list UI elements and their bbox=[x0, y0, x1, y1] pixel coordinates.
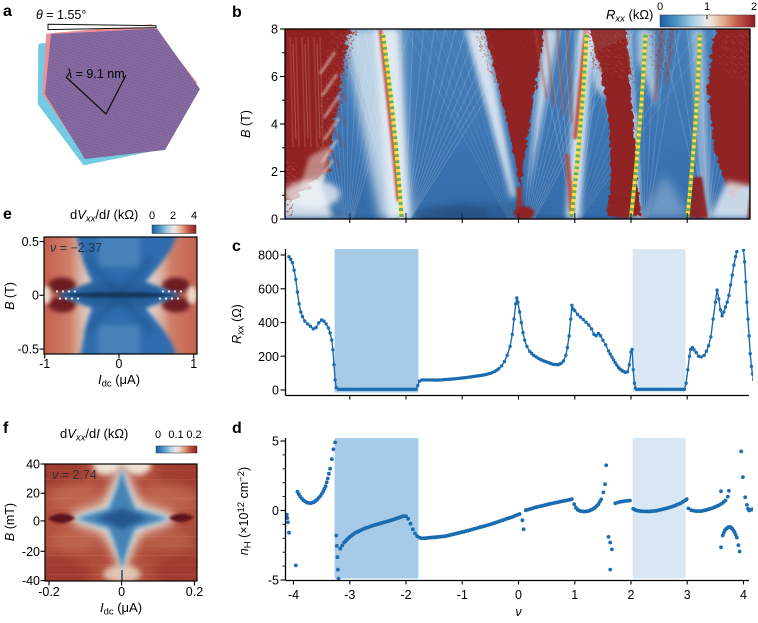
svg-text:-0.5: -0.5 bbox=[17, 343, 39, 357]
svg-text:600: 600 bbox=[258, 282, 279, 296]
svg-text:200: 200 bbox=[258, 350, 279, 364]
svg-text:0: 0 bbox=[272, 384, 279, 398]
svg-text:0: 0 bbox=[515, 588, 522, 602]
svg-text:4: 4 bbox=[740, 588, 747, 602]
svg-text:B (T): B (T) bbox=[239, 110, 253, 138]
svg-text:0: 0 bbox=[149, 210, 155, 222]
svg-text:nH (×1012 cm−2): nH (×1012 cm−2) bbox=[236, 467, 254, 555]
svg-text:4: 4 bbox=[271, 118, 278, 132]
svg-text:θ = 1.55°: θ = 1.55° bbox=[36, 8, 86, 22]
svg-text:0: 0 bbox=[155, 429, 161, 441]
svg-text:6: 6 bbox=[271, 70, 278, 84]
svg-text:1: 1 bbox=[190, 357, 197, 371]
svg-text:-40: -40 bbox=[22, 574, 40, 588]
svg-text:800: 800 bbox=[258, 249, 279, 263]
svg-text:dVxx/dI (kΩ): dVxx/dI (kΩ) bbox=[70, 207, 138, 225]
svg-text:2: 2 bbox=[170, 210, 176, 222]
svg-text:20: 20 bbox=[26, 487, 40, 501]
svg-text:2: 2 bbox=[751, 1, 757, 13]
svg-text:0: 0 bbox=[33, 514, 40, 528]
svg-text:400: 400 bbox=[258, 316, 279, 330]
svg-text:1: 1 bbox=[571, 588, 578, 602]
svg-text:1: 1 bbox=[704, 1, 710, 13]
svg-text:f: f bbox=[3, 420, 9, 437]
svg-text:40: 40 bbox=[26, 458, 40, 472]
svg-text:ν = 2.74: ν = 2.74 bbox=[52, 468, 97, 482]
svg-text:0.2: 0.2 bbox=[186, 585, 203, 599]
svg-text:8: 8 bbox=[271, 23, 278, 37]
svg-text:e: e bbox=[3, 206, 12, 223]
svg-text:0.1: 0.1 bbox=[168, 429, 183, 441]
svg-text:dVxx/dI (kΩ): dVxx/dI (kΩ) bbox=[60, 426, 128, 444]
svg-text:Rxx (Ω): Rxx (Ω) bbox=[230, 304, 247, 344]
svg-text:-20: -20 bbox=[22, 545, 40, 559]
svg-text:-3: -3 bbox=[344, 588, 355, 602]
svg-text:0: 0 bbox=[116, 357, 123, 371]
svg-text:ν: ν bbox=[515, 605, 522, 619]
svg-text:0.2: 0.2 bbox=[186, 429, 201, 441]
svg-text:b: b bbox=[232, 4, 242, 21]
svg-text:-1: -1 bbox=[457, 588, 468, 602]
svg-text:-2: -2 bbox=[400, 588, 411, 602]
svg-text:-4: -4 bbox=[288, 588, 299, 602]
svg-text:ν = −2.37: ν = −2.37 bbox=[50, 241, 102, 255]
svg-text:Idc (μA): Idc (μA) bbox=[100, 600, 142, 618]
svg-text:0: 0 bbox=[271, 213, 278, 227]
svg-text:B (T): B (T) bbox=[3, 282, 17, 310]
svg-text:2: 2 bbox=[628, 588, 635, 602]
svg-text:λ = 9.1 nm: λ = 9.1 nm bbox=[65, 67, 125, 81]
svg-text:0: 0 bbox=[118, 585, 125, 599]
svg-text:4: 4 bbox=[191, 210, 197, 222]
svg-text:0.5: 0.5 bbox=[22, 235, 39, 249]
svg-text:-5: -5 bbox=[268, 574, 279, 588]
svg-text:2: 2 bbox=[271, 165, 278, 179]
svg-text:0: 0 bbox=[32, 289, 39, 303]
svg-text:3: 3 bbox=[684, 588, 691, 602]
svg-text:0: 0 bbox=[657, 1, 663, 13]
svg-text:-0.2: -0.2 bbox=[38, 585, 60, 599]
svg-text:-1: -1 bbox=[39, 357, 50, 371]
svg-text:Rxx (kΩ): Rxx (kΩ) bbox=[606, 7, 653, 25]
svg-text:0: 0 bbox=[272, 504, 279, 518]
svg-text:Idc (μA): Idc (μA) bbox=[98, 372, 140, 390]
svg-text:5: 5 bbox=[272, 435, 279, 449]
svg-text:c: c bbox=[232, 238, 241, 255]
svg-text:a: a bbox=[3, 3, 12, 20]
svg-text:d: d bbox=[232, 420, 242, 437]
svg-text:B (mT): B (mT) bbox=[3, 503, 17, 541]
